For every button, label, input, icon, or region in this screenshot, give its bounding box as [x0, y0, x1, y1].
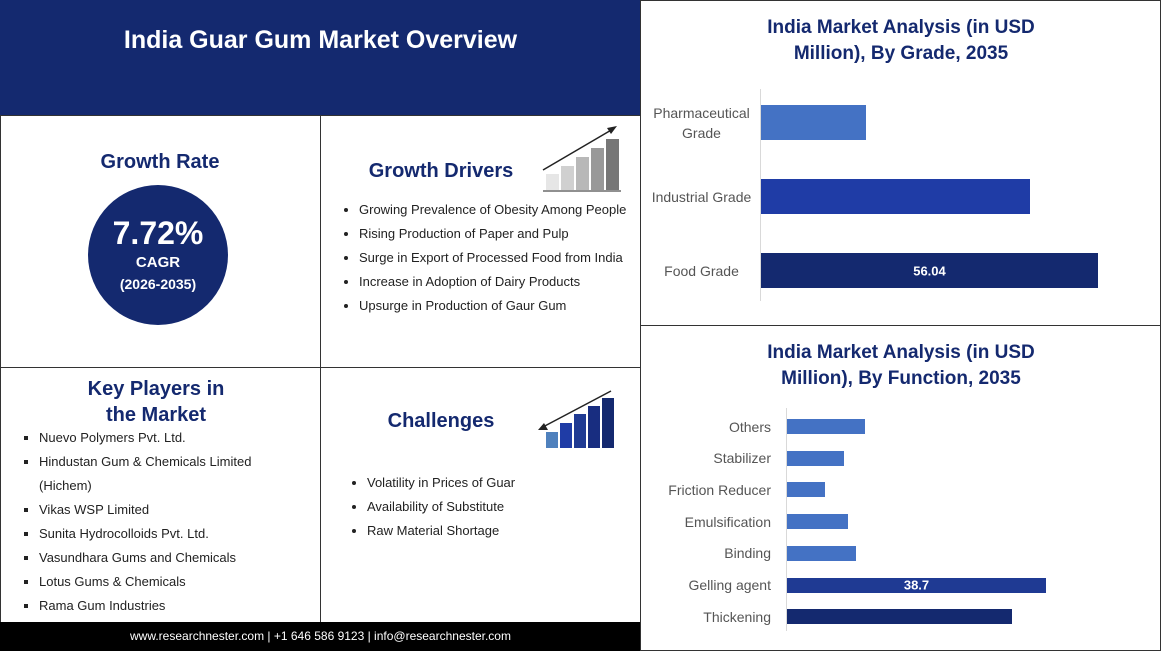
growth-drivers-list: Growing Prevalence of Obesity Among Peop…	[359, 198, 629, 318]
key-players-list: Nuevo Polymers Pvt. Ltd.Hindustan Gum & …	[21, 426, 301, 618]
category-label: Binding	[724, 545, 771, 562]
category-label: Others	[728, 418, 771, 435]
category-label: Emulsification	[684, 513, 771, 530]
chart-title: India Market Analysis (in USD Million), …	[767, 342, 1035, 389]
bar	[787, 482, 826, 498]
cagr-circle: 7.72% CAGR (2026-2035)	[88, 185, 228, 325]
key-players-box: Key Players in the Market Nuevo Polymers…	[0, 367, 321, 623]
list-item: Lotus Gums & Chemicals	[39, 570, 301, 594]
bar	[787, 450, 844, 466]
key-players-title: Key Players in the Market	[87, 378, 225, 426]
category-label: Stabilizer	[713, 450, 771, 467]
header: India Guar Gum Market Overview	[0, 0, 641, 116]
bar	[787, 577, 1046, 593]
list-item: Volatility in Prices of Guar	[367, 471, 627, 495]
page-title: India Guar Gum Market Overview	[123, 26, 518, 54]
cagr-label: CAGR	[135, 254, 181, 271]
list-item: Hindustan Gum & Chemicals Limited (Hiche…	[39, 450, 301, 498]
challenges-box: Challenges Volatility in Prices of GuarA…	[320, 367, 641, 623]
value-label: 38.7	[903, 577, 930, 593]
challenges-icon	[538, 390, 614, 448]
list-item: Growing Prevalence of Obesity Among Peop…	[359, 198, 629, 222]
list-item: Upsurge in Production of Gaur Gum	[359, 294, 629, 318]
axis-line	[786, 408, 787, 631]
chart-title: India Market Analysis (in USD Million), …	[767, 17, 1035, 64]
category-label: Gelling agent	[688, 577, 771, 593]
footer-contact: www.researchnester.com | +1 646 586 9123…	[130, 629, 511, 643]
growth-rate-box: Growth Rate 7.72% CAGR (2026-2035)	[0, 115, 321, 368]
value-label: 56.04	[913, 263, 946, 278]
bar	[787, 514, 848, 530]
bar	[787, 609, 1012, 625]
bar	[761, 253, 1098, 288]
list-item: Raw Material Shortage	[367, 519, 627, 543]
growth-rate-title: Growth Rate	[100, 151, 220, 173]
list-item: Vasundhara Gums and Chemicals	[39, 546, 301, 570]
list-item: Rising Production of Paper and Pulp	[359, 222, 629, 246]
challenges-list: Volatility in Prices of GuarAvailability…	[367, 471, 627, 543]
category-label: Thickening	[703, 608, 771, 625]
list-item: Vikas WSP Limited	[39, 498, 301, 522]
list-item: Surge in Export of Processed Food from I…	[359, 246, 629, 270]
bar	[761, 105, 867, 140]
bar	[761, 179, 1030, 214]
list-item: Increase in Adoption of Dairy Products	[359, 270, 629, 294]
category-label: Friction Reducer	[668, 481, 771, 498]
bar	[787, 419, 866, 434]
bar	[787, 545, 856, 561]
grade-chart: India Market Analysis (in USD Million), …	[640, 0, 1161, 326]
category-label: Industrial Grade	[651, 188, 752, 205]
list-item: Rama Gum Industries	[39, 594, 301, 618]
footer: www.researchnester.com | +1 646 586 9123…	[0, 622, 641, 651]
growth-drivers-box: Growth Drivers Growing Prevalence of Obe…	[320, 115, 641, 368]
challenges-title: Challenges	[387, 410, 495, 432]
axis-line	[760, 89, 761, 301]
list-item: Availability of Substitute	[367, 495, 627, 519]
category-label: Pharmaceutical Grade	[653, 104, 750, 141]
growth-drivers-title: Growth Drivers	[368, 160, 514, 182]
list-item: Nuevo Polymers Pvt. Ltd.	[39, 426, 301, 450]
function-chart: India Market Analysis (in USD Million), …	[640, 325, 1161, 651]
category-label: Food Grade	[664, 262, 739, 279]
cagr-value: 7.72%	[112, 215, 204, 251]
cagr-period: (2026-2035)	[119, 276, 197, 292]
growth-icon	[542, 126, 621, 192]
list-item: Sunita Hydrocolloids Pvt. Ltd.	[39, 522, 301, 546]
